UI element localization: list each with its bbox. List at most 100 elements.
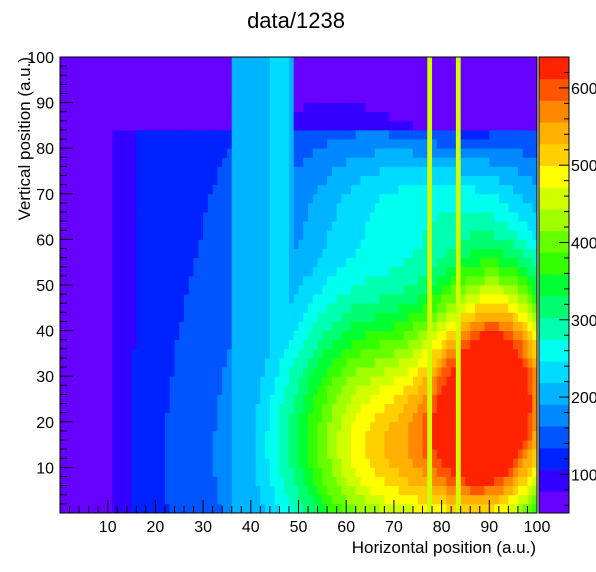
- heatmap-cell: [393, 421, 400, 432]
- heatmap-cell: [83, 257, 90, 268]
- heatmap-cell: [403, 357, 409, 368]
- heatmap-cell: [446, 330, 452, 341]
- heatmap-cell: [160, 120, 166, 131]
- heatmap-cell: [322, 93, 328, 103]
- heatmap-cell: [212, 230, 218, 240]
- heatmap-cell: [69, 421, 75, 432]
- heatmap-cell: [427, 257, 433, 268]
- heatmap-cell: [212, 330, 218, 341]
- heatmap-cell: [346, 175, 352, 186]
- heatmap-cell: [126, 449, 132, 459]
- heatmap-cell: [279, 212, 285, 222]
- heatmap-cell: [155, 494, 161, 505]
- heatmap-cell: [322, 485, 328, 496]
- heatmap-cell: [308, 166, 314, 176]
- heatmap-cell: [513, 503, 519, 514]
- heatmap-cell: [279, 458, 285, 468]
- heatmap-cell: [226, 367, 233, 377]
- heatmap-cell: [384, 376, 390, 386]
- heatmap-cell: [498, 275, 505, 286]
- heatmap-cell: [427, 440, 433, 450]
- heatmap-cell: [255, 275, 261, 286]
- heatmap-cell: [226, 166, 233, 176]
- heatmap-cell: [241, 84, 247, 94]
- heatmap-cell: [350, 148, 357, 158]
- heatmap-cell: [384, 193, 390, 204]
- heatmap-cell: [260, 175, 266, 186]
- heatmap-cell: [174, 321, 180, 331]
- heatmap-cell: [150, 339, 156, 350]
- heatmap-cell: [403, 139, 409, 149]
- heatmap-cell: [298, 184, 304, 195]
- heatmap-cell: [217, 166, 223, 176]
- heatmap-cell: [312, 421, 318, 432]
- heatmap-cell: [126, 184, 132, 195]
- heatmap-cell: [198, 421, 204, 432]
- heatmap-cell: [522, 403, 528, 414]
- heatmap-cell: [298, 503, 304, 514]
- heatmap-cell: [408, 230, 414, 240]
- heatmap-cell: [432, 485, 438, 496]
- heatmap-cell: [513, 385, 519, 395]
- heatmap-cell: [379, 421, 385, 432]
- heatmap-cell: [498, 303, 505, 313]
- heatmap-cell: [432, 467, 438, 477]
- heatmap-cell: [441, 66, 447, 76]
- heatmap-cell: [408, 266, 414, 277]
- heatmap-cell: [193, 129, 199, 140]
- heatmap-cell: [417, 321, 423, 331]
- heatmap-cell: [126, 294, 132, 304]
- heatmap-cell: [288, 357, 295, 368]
- heatmap-cell: [365, 357, 371, 368]
- heatmap-cell: [207, 485, 214, 496]
- heatmap-cell: [83, 212, 90, 222]
- heatmap-cell: [169, 503, 175, 514]
- heatmap-cell: [532, 449, 538, 459]
- heatmap-cell: [155, 321, 161, 331]
- heatmap-cell: [460, 430, 466, 441]
- heatmap-cell: [427, 193, 433, 204]
- heatmap-cell: [446, 266, 452, 277]
- heatmap-cell: [432, 430, 438, 441]
- heatmap-cell: [370, 84, 376, 94]
- heatmap-cell: [360, 357, 366, 368]
- heatmap-cell: [393, 102, 400, 113]
- heatmap-cell: [122, 66, 128, 76]
- heatmap-cell: [241, 230, 247, 240]
- heatmap-cell: [274, 75, 280, 85]
- heatmap-cell: [532, 348, 538, 359]
- heatmap-cell: [174, 421, 180, 432]
- heatmap-cell: [327, 367, 333, 377]
- heatmap-cell: [308, 458, 314, 468]
- heatmap-cell: [303, 175, 309, 186]
- heatmap-cell: [284, 148, 290, 158]
- heatmap-cell: [312, 175, 318, 186]
- heatmap-cell: [346, 248, 352, 259]
- heatmap-cell: [465, 102, 471, 113]
- heatmap-cell: [126, 221, 132, 231]
- heatmap-cell: [308, 503, 314, 514]
- heatmap-cell: [236, 193, 242, 204]
- heatmap-cell: [446, 184, 452, 195]
- heatmap-cell: [379, 285, 385, 295]
- heatmap-cell: [269, 184, 276, 195]
- heatmap-cell: [102, 494, 109, 505]
- heatmap-cell: [446, 139, 452, 149]
- heatmap-cell: [303, 440, 309, 450]
- heatmap-cell: [393, 458, 400, 468]
- heatmap-cell: [69, 202, 75, 213]
- heatmap-cell: [484, 111, 490, 122]
- heatmap-cell: [474, 202, 481, 213]
- heatmap-cell: [279, 175, 285, 186]
- heatmap-cell: [88, 430, 94, 441]
- heatmap-cell: [331, 476, 338, 487]
- heatmap-cell: [174, 494, 180, 505]
- heatmap-cell: [474, 212, 481, 222]
- heatmap-cell: [60, 239, 66, 249]
- heatmap-cell: [317, 157, 323, 167]
- heatmap-cell: [117, 193, 123, 204]
- heatmap-cell: [83, 285, 90, 295]
- heatmap-cell: [508, 339, 514, 350]
- heatmap-cell: [508, 294, 514, 304]
- heatmap-cell: [288, 212, 295, 222]
